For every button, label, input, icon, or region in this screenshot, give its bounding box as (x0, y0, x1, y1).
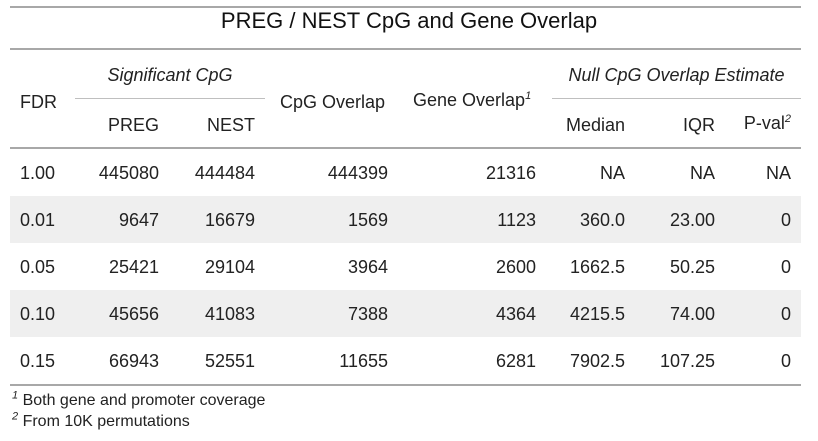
cell-pval: 0 (780, 304, 791, 324)
header-gene-overlap: Gene Overlap1 (413, 90, 532, 110)
header-significant-cpg: Significant CpG (107, 65, 233, 85)
cell-gene: 21316 (485, 163, 536, 183)
null-spanner-line (552, 98, 801, 99)
cell-nest: 52551 (204, 351, 255, 371)
cell-nest: 444484 (194, 163, 255, 183)
header-nest: NEST (206, 115, 255, 135)
cell-iqr: 107.25 (659, 351, 715, 371)
cell-iqr: 74.00 (669, 304, 715, 324)
cell-gene: 4364 (495, 304, 536, 324)
cell-nest: 41083 (204, 304, 255, 324)
cell-gene: 1123 (497, 210, 536, 230)
cell-median: 360.0 (579, 210, 625, 230)
footnote-2: 2 From 10K permutations (12, 410, 190, 430)
cell-median: 1662.5 (569, 257, 625, 277)
cell-preg: 66943 (108, 351, 159, 371)
cell-fdr: 0.01 (20, 210, 56, 230)
row-stripe (10, 196, 801, 243)
cell-nest: 29104 (204, 257, 255, 277)
cell-iqr: NA (689, 163, 715, 183)
footnote-1: 1 Both gene and promoter coverage (12, 389, 266, 409)
title-rule (10, 48, 801, 50)
footnote-marker-1: 1 (525, 90, 532, 102)
cell-cpg: 7388 (347, 304, 388, 324)
cell-pval: 0 (780, 210, 791, 230)
header-cpg-overlap: CpG Overlap (279, 92, 386, 112)
bottom-rule (10, 384, 801, 386)
cell-median: NA (599, 163, 625, 183)
cell-preg: 25421 (108, 257, 159, 277)
cell-gene: 2600 (495, 257, 536, 277)
cell-median: 4215.5 (569, 304, 625, 324)
cell-cpg: 444399 (327, 163, 388, 183)
cell-nest: 16679 (204, 210, 255, 230)
cell-iqr: 50.25 (669, 257, 715, 277)
cell-preg: 9647 (118, 210, 159, 230)
footnote-marker-2: 2 (784, 113, 791, 125)
cell-preg: 445080 (98, 163, 159, 183)
header-rule (10, 147, 801, 149)
cell-gene: 6281 (495, 351, 536, 371)
header-preg: PREG (107, 115, 159, 135)
header-fdr: FDR (20, 92, 57, 112)
cell-cpg: 11655 (339, 351, 388, 371)
cell-fdr: 0.05 (20, 257, 56, 277)
cell-median: 7902.5 (569, 351, 625, 371)
cell-pval: 0 (780, 257, 791, 277)
sig-spanner-line (75, 98, 265, 99)
cell-fdr: 1.00 (20, 163, 56, 183)
cell-cpg: 3964 (347, 257, 388, 277)
table-title: PREG / NEST CpG and Gene Overlap (220, 8, 598, 33)
cell-iqr: 23.00 (669, 210, 715, 230)
cell-pval: 0 (780, 351, 791, 371)
cell-pval: NA (765, 163, 791, 183)
row-stripe (10, 290, 801, 337)
cell-fdr: 0.15 (20, 351, 56, 371)
cell-cpg: 1569 (347, 210, 388, 230)
cell-preg: 45656 (108, 304, 159, 324)
header-null-cpg-overlap: Null CpG Overlap Estimate (568, 65, 785, 85)
top-rule (10, 6, 801, 8)
header-iqr: IQR (682, 115, 715, 135)
cell-fdr: 0.10 (20, 304, 56, 324)
header-median: Median (565, 115, 625, 135)
header-pval: P-val2 (743, 113, 791, 133)
